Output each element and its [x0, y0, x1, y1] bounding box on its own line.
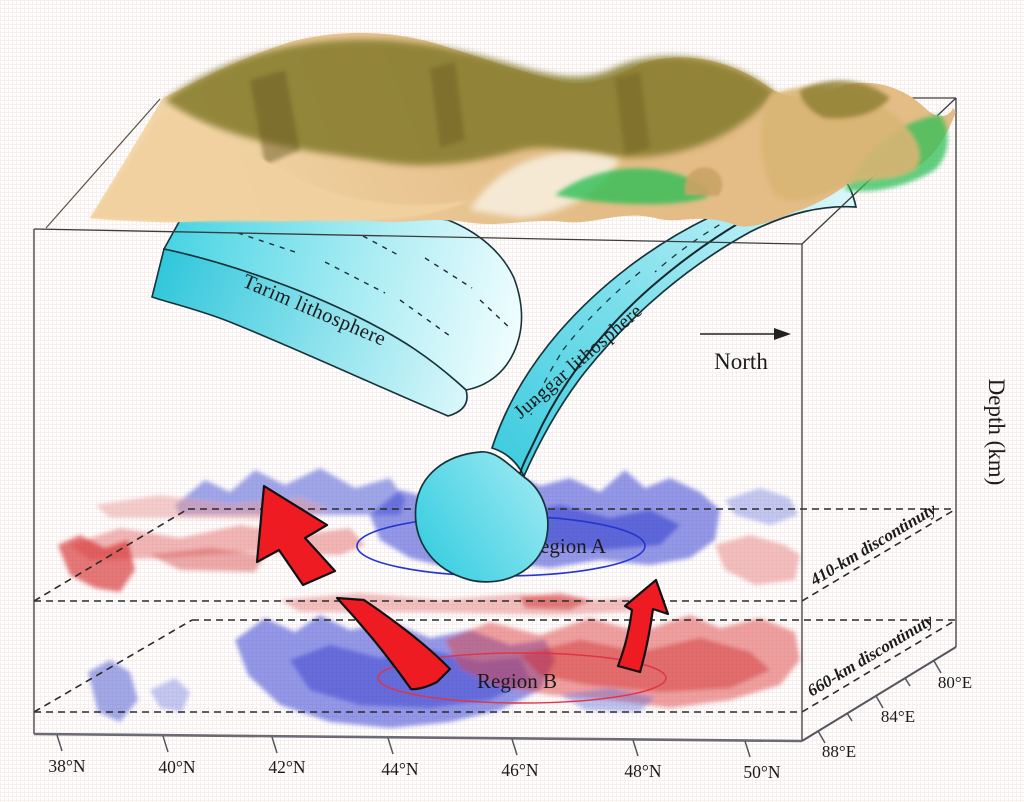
tarim-lithosphere-slab: Tarim lithosphere: [151, 207, 523, 417]
latitude-axis: 38°N 40°N 42°N 44°N 46°N 48°N 50°N: [48, 734, 781, 782]
lat-tick-label: 40°N: [158, 757, 195, 777]
lat-tick-label: 42°N: [268, 757, 305, 777]
upwelling-arrow-left: [255, 484, 337, 587]
lon-tick-label: 84°E: [881, 707, 915, 726]
plane-410-left-edge: [33, 508, 189, 602]
lat-tick-label: 48°N: [624, 761, 661, 781]
lat-tick-label: 38°N: [48, 756, 85, 776]
box-front-top-edge: [33, 228, 803, 245]
slab-lineations: [237, 232, 513, 337]
lon-tick-label: 88°E: [822, 742, 856, 761]
latitude-axis-line: [33, 732, 803, 743]
latitude-tick-marks: [56, 734, 751, 758]
discontinuity-planes: [33, 508, 957, 713]
north-arrow-head: [774, 328, 791, 340]
region-b-ellipse: [377, 652, 667, 704]
terrain-shading: [430, 62, 465, 148]
slab-lineations: [530, 211, 743, 416]
longitude-tick-marks: [817, 660, 942, 744]
terrain-east-ridge: [800, 80, 890, 119]
longitude-axis-line: [801, 646, 957, 742]
terrain-hill: [684, 167, 723, 196]
terrain-left-edge: [45, 98, 161, 229]
longitude-axis: 88°E 84°E 80°E: [817, 660, 972, 761]
label-region-b: Region B: [477, 669, 557, 693]
terrain-shading: [615, 72, 650, 155]
plane-660-left-edge: [33, 619, 193, 713]
slab-front-face: [151, 248, 468, 417]
upwelling-flow-band: [335, 596, 452, 691]
label-north: North: [714, 349, 768, 374]
terrain-shading: [250, 70, 300, 165]
upwelling-arrow-right: [616, 578, 670, 674]
lon-tick-label: 80°E: [938, 673, 972, 692]
terrain-valley-floor: [470, 152, 620, 218]
north-indicator: North: [700, 328, 791, 374]
terrain-surface: [45, 32, 956, 229]
terrain-tan-apron: [90, 110, 470, 222]
plane-410-right-edge: [801, 508, 957, 602]
mantle-flow-arrows: [255, 484, 670, 691]
terrain-east-massif: [760, 86, 921, 201]
slab-band: [490, 171, 858, 478]
lat-tick-label: 46°N: [501, 760, 538, 780]
terrain-green-valley: [555, 168, 709, 205]
lat-tick-label: 44°N: [381, 759, 418, 779]
label-depth-axis: Depth (km): [984, 379, 1009, 486]
plane-660-right-edge: [801, 619, 957, 713]
lat-tick-label: 50°N: [743, 762, 780, 782]
